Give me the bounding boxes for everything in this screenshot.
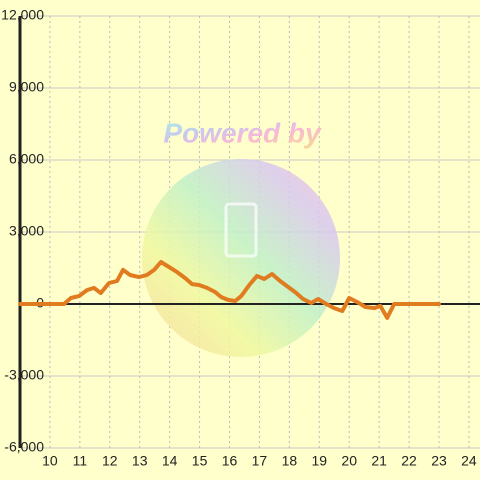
y-tick-label: 9,000 xyxy=(9,79,44,95)
x-tick-label: 10 xyxy=(42,453,58,469)
watermark-text: Powered by xyxy=(163,117,322,148)
x-tick-label: 19 xyxy=(311,453,327,469)
x-tick-label: 12 xyxy=(102,453,118,469)
watermark-logo xyxy=(142,159,340,357)
y-tick-label: -6,000 xyxy=(4,439,44,455)
x-tick-label: 21 xyxy=(371,453,387,469)
x-tick-label: 24 xyxy=(461,453,477,469)
watermark-icon xyxy=(224,202,258,258)
x-tick-label: 18 xyxy=(282,453,298,469)
x-tick-label: 15 xyxy=(192,453,208,469)
x-tick-label: 11 xyxy=(73,453,88,469)
x-tick-label: 16 xyxy=(222,453,238,469)
x-tick-label: 23 xyxy=(431,453,447,469)
y-tick-label: 6,000 xyxy=(9,151,44,167)
y-tick-label: 3,000 xyxy=(9,223,44,239)
x-tick-label: 17 xyxy=(252,453,268,469)
data-line xyxy=(18,260,441,320)
x-tick-label: 13 xyxy=(132,453,148,469)
y-tick-label: -3,000 xyxy=(4,367,44,383)
x-tick-label: 20 xyxy=(341,453,357,469)
y-tick-label: 12,000 xyxy=(1,7,44,23)
x-tick-label: 14 xyxy=(162,453,178,469)
x-tick-label: 22 xyxy=(401,453,417,469)
